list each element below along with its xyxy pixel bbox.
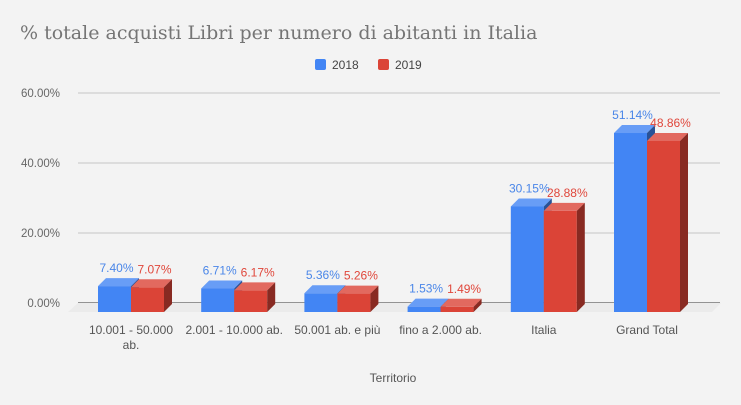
chart-title: % totale acquisti Libri per numero di ab… [20, 22, 537, 44]
bar-front [234, 290, 268, 312]
legend-swatch-2019 [378, 59, 389, 70]
bar-2019-1[interactable] [234, 282, 276, 312]
bar-top [440, 298, 482, 307]
data-label: 28.88% [547, 186, 588, 200]
bar-front [543, 210, 577, 312]
data-label: 48.86% [650, 116, 691, 130]
bar-top [234, 282, 276, 291]
data-label: 6.71% [203, 264, 237, 278]
data-label: 1.49% [447, 282, 481, 296]
bar-side [370, 285, 379, 312]
y-tick-label: 40.00% [21, 158, 60, 170]
data-label: 7.40% [99, 261, 133, 275]
bar-front [98, 286, 131, 312]
legend-label-2019[interactable]: 2019 [395, 58, 422, 72]
bar-2019-3[interactable] [440, 298, 482, 312]
bar-front [510, 206, 544, 312]
data-label: 5.36% [306, 268, 340, 282]
bar-top [131, 279, 172, 288]
bar-side [576, 202, 585, 312]
bar-top [98, 278, 139, 287]
bar-top [407, 298, 449, 307]
bar-front [131, 287, 164, 312]
bar-top [337, 285, 379, 294]
bar-2019-0[interactable] [131, 279, 172, 312]
x-axis-title: Territorio [370, 371, 417, 385]
bar-front [440, 306, 474, 312]
bar-top [304, 285, 346, 294]
legend-swatch-2018 [315, 59, 326, 70]
x-tick-label: 10.001 - 50.000 [89, 323, 173, 337]
x-tick-label: 50.001 ab. e più [294, 323, 380, 337]
bar-side [164, 279, 172, 312]
data-label: 51.14% [612, 108, 653, 122]
bar-front [407, 306, 441, 312]
bars: 7.40% 7.07% 6.71% 6.17% 5.36% 5.26% 1.53% 1.49%… [98, 108, 691, 312]
bar-2019-5[interactable] [647, 132, 688, 312]
y-tick-label: 60.00% [21, 88, 60, 100]
bar-top [614, 125, 655, 134]
bar-top [201, 280, 243, 289]
x-tick-label: fino a 2.000 ab. [399, 323, 482, 337]
bar-top [543, 202, 585, 211]
bar-2019-2[interactable] [337, 285, 379, 312]
legend-label-2018[interactable]: 2018 [332, 58, 359, 72]
bar-top [510, 198, 552, 207]
data-label: 6.17% [241, 265, 275, 279]
bar-side [680, 132, 688, 312]
bar-front [304, 293, 338, 312]
y-tick-label: 20.00% [21, 228, 60, 240]
bar-2019-4[interactable] [543, 202, 585, 312]
bar-top [647, 132, 688, 141]
x-tick-label: Grand Total [616, 323, 678, 337]
y-tick-label: 0.00% [27, 298, 60, 310]
data-label: 1.53% [409, 282, 443, 296]
data-label: 7.07% [137, 262, 171, 276]
x-tick-label: 2.001 - 10.000 ab. [185, 323, 282, 337]
bar-front [647, 140, 680, 312]
x-tick-label: Italia [531, 323, 557, 337]
bar-front [337, 293, 371, 312]
bar-front [201, 288, 235, 312]
x-tick-label: ab. [123, 338, 140, 352]
legend: 2018 2019 [315, 58, 422, 72]
bar-side [267, 282, 276, 312]
bar-side [473, 298, 482, 312]
data-label: 30.15% [509, 181, 550, 195]
bar-front [614, 133, 647, 312]
data-label: 5.26% [344, 269, 378, 283]
